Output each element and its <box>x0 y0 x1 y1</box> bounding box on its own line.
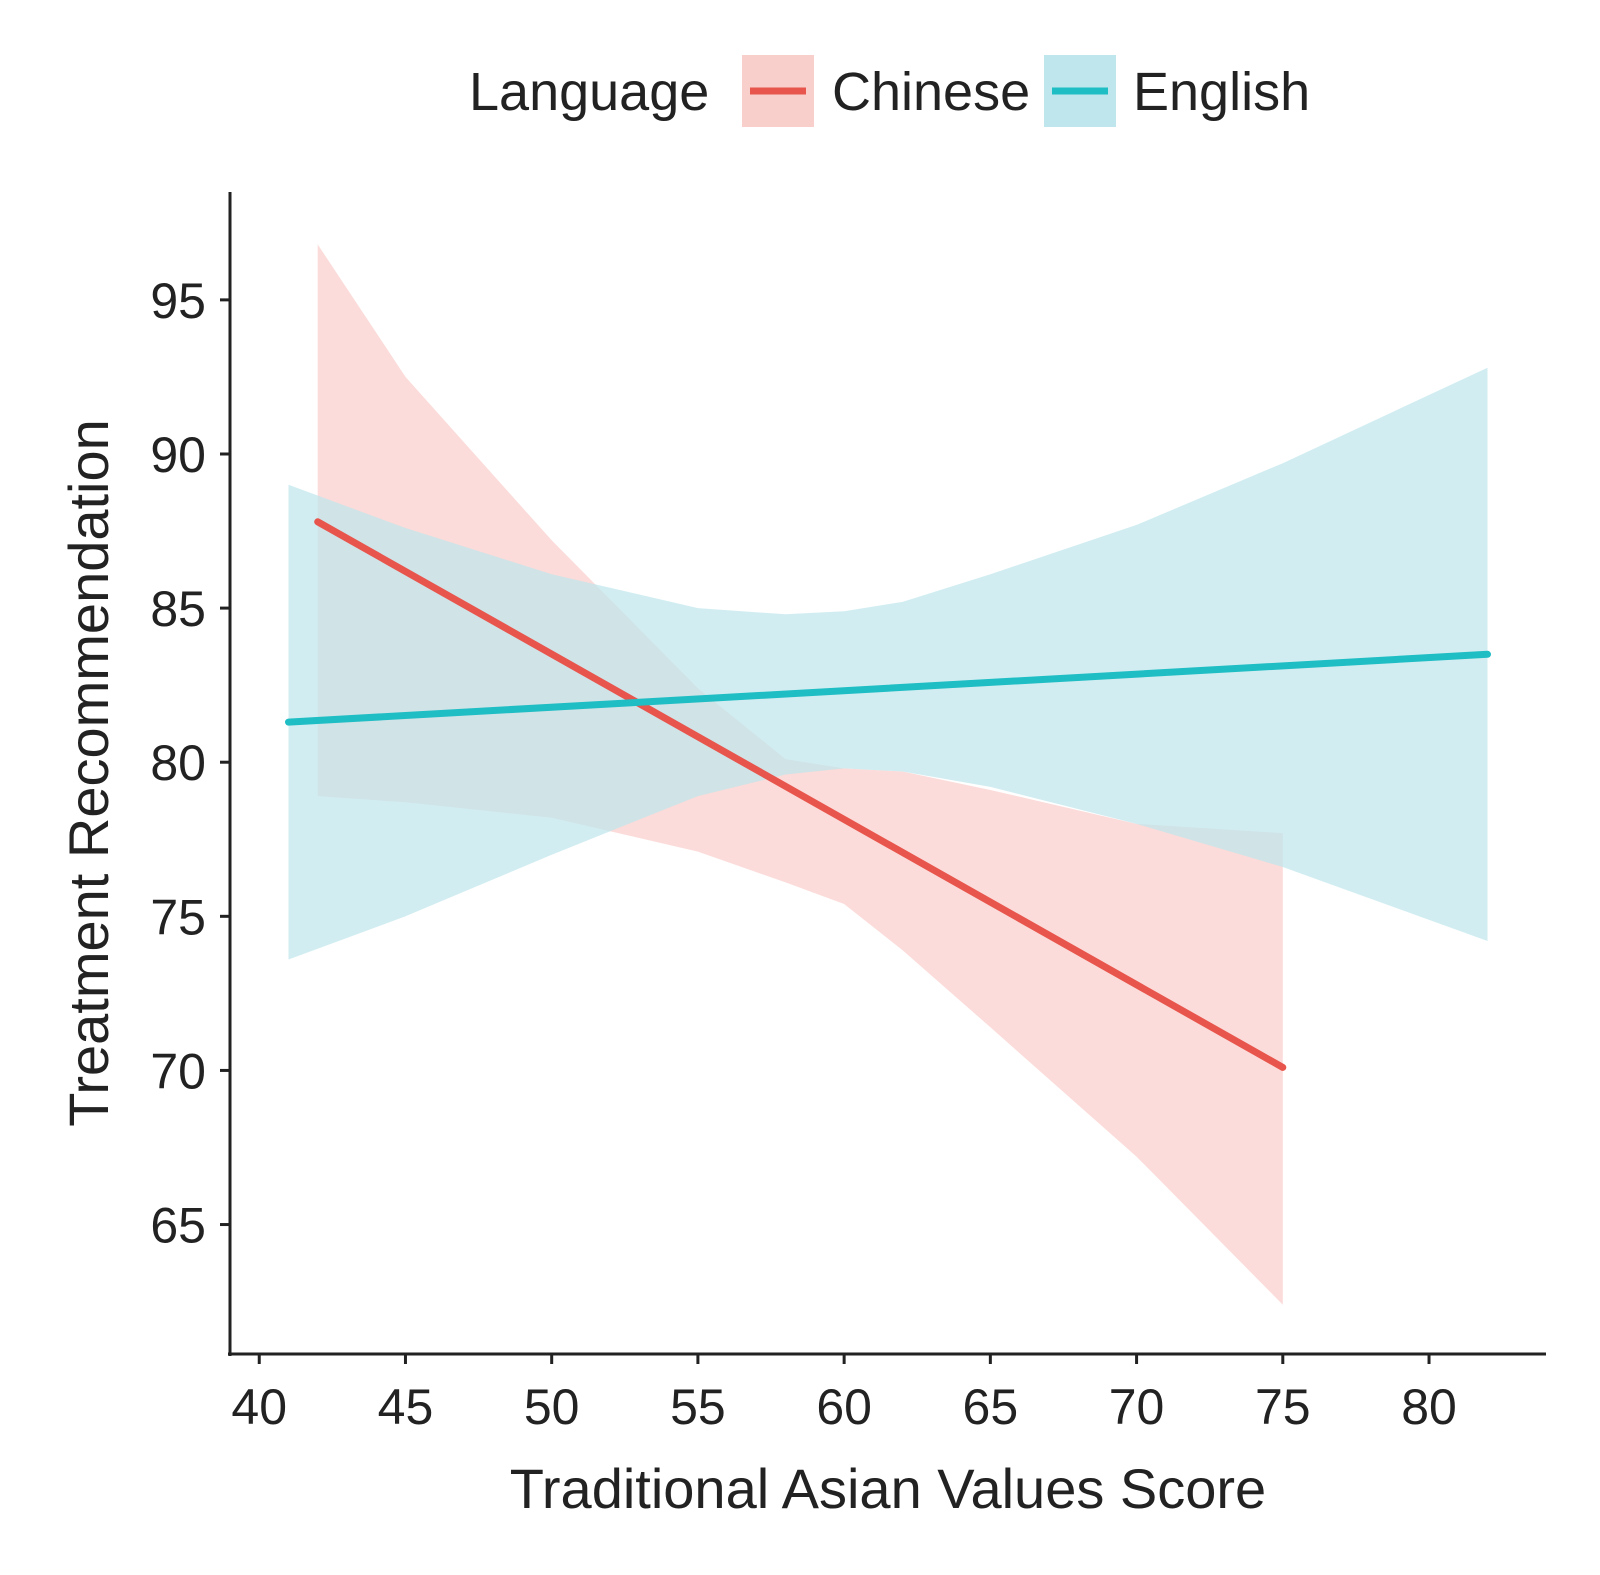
x-tick-label-75: 75 <box>1255 1379 1311 1435</box>
y-tick-label-70: 70 <box>150 1043 206 1099</box>
plot-area <box>285 244 1491 1305</box>
y-axis-title: Treatment Recommendation <box>57 419 120 1127</box>
y-tick-label-75: 75 <box>150 889 206 945</box>
x-tick-label-60: 60 <box>816 1379 872 1435</box>
x-tick-label-40: 40 <box>231 1379 287 1435</box>
series-line-chinese <box>314 518 1287 1071</box>
x-tick-label-80: 80 <box>1401 1379 1457 1435</box>
legend: Language Chinese English <box>469 55 1310 127</box>
y-axis-ticks: 65 70 75 80 85 90 95 <box>150 273 230 1254</box>
y-tick-label-80: 80 <box>150 735 206 791</box>
y-tick-label-65: 65 <box>150 1198 206 1254</box>
legend-title: Language <box>469 62 709 122</box>
x-axis-ticks: 40 45 50 55 60 65 70 75 80 <box>231 1354 1457 1435</box>
x-tick-label-70: 70 <box>1109 1379 1165 1435</box>
series-line-english <box>285 650 1491 726</box>
y-tick-label-95: 95 <box>150 273 206 329</box>
x-tick-label-45: 45 <box>378 1379 434 1435</box>
legend-label-english: English <box>1133 62 1310 122</box>
x-axis-title: Traditional Asian Values Score <box>510 1457 1266 1520</box>
confidence-band-chinese <box>317 244 1283 1305</box>
y-tick-label-85: 85 <box>150 581 206 637</box>
x-tick-label-55: 55 <box>670 1379 726 1435</box>
confidence-band-english <box>288 367 1488 960</box>
x-tick-label-50: 50 <box>524 1379 580 1435</box>
x-tick-label-65: 65 <box>963 1379 1019 1435</box>
y-tick-label-90: 90 <box>150 427 206 483</box>
legend-label-chinese: Chinese <box>832 62 1030 122</box>
